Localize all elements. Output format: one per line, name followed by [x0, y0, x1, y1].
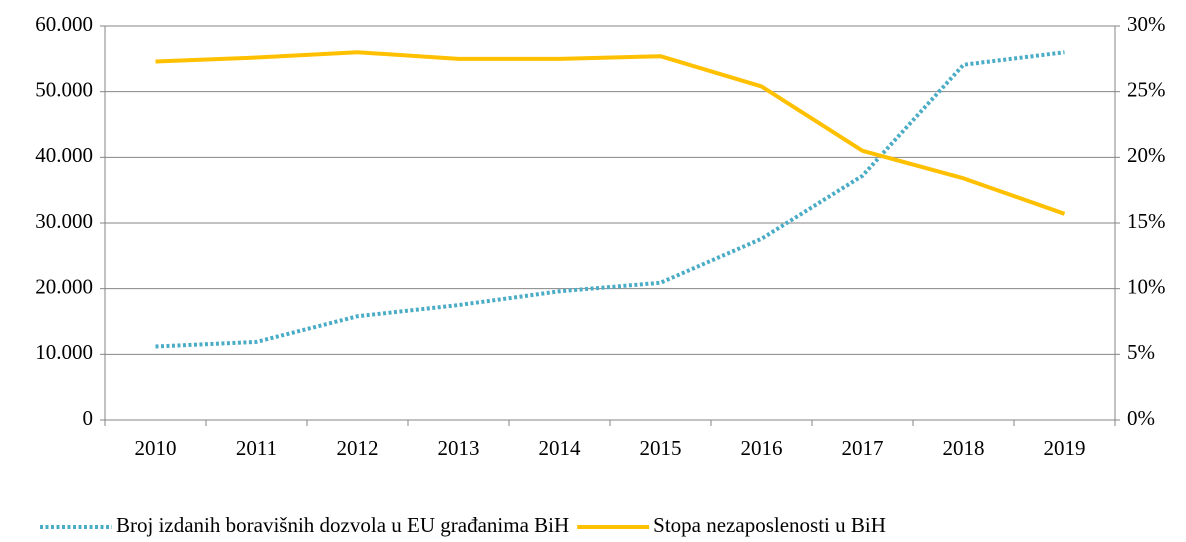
y2-tick-label: 25% — [1127, 77, 1166, 101]
series-line — [155, 50, 1066, 216]
legend-label: Stopa nezaposlenosti u BiH — [653, 513, 886, 537]
y2-tick-label: 10% — [1127, 274, 1166, 298]
series-line — [155, 50, 1065, 349]
y2-tick-label: 0% — [1127, 406, 1155, 430]
y-tick-label: 20.000 — [35, 274, 93, 298]
y-tick-label: 0 — [83, 406, 94, 430]
y-tick-label: 50.000 — [35, 77, 93, 101]
x-tick-label: 2018 — [943, 436, 985, 460]
x-tick-label: 2015 — [640, 436, 682, 460]
y-tick-label: 40.000 — [35, 143, 93, 167]
y2-tick-label: 5% — [1127, 340, 1155, 364]
y2-tick-label: 15% — [1127, 209, 1166, 233]
x-tick-label: 2012 — [337, 436, 379, 460]
x-tick-label: 2019 — [1044, 436, 1086, 460]
x-tick-label: 2013 — [438, 436, 480, 460]
y-tick-label: 60.000 — [35, 12, 93, 36]
x-tick-label: 2017 — [842, 436, 884, 460]
y-tick-label: 30.000 — [35, 209, 93, 233]
x-tick-label: 2016 — [741, 436, 783, 460]
y-tick-label: 10.000 — [35, 340, 93, 364]
x-tick-label: 2014 — [539, 436, 582, 460]
y2-tick-label: 20% — [1127, 143, 1166, 167]
y2-tick-label: 30% — [1127, 12, 1166, 36]
legend-label: Broj izdanih boravišnih dozvola u EU gra… — [116, 513, 569, 537]
x-tick-label: 2011 — [236, 436, 277, 460]
x-tick-label: 2010 — [135, 436, 177, 460]
